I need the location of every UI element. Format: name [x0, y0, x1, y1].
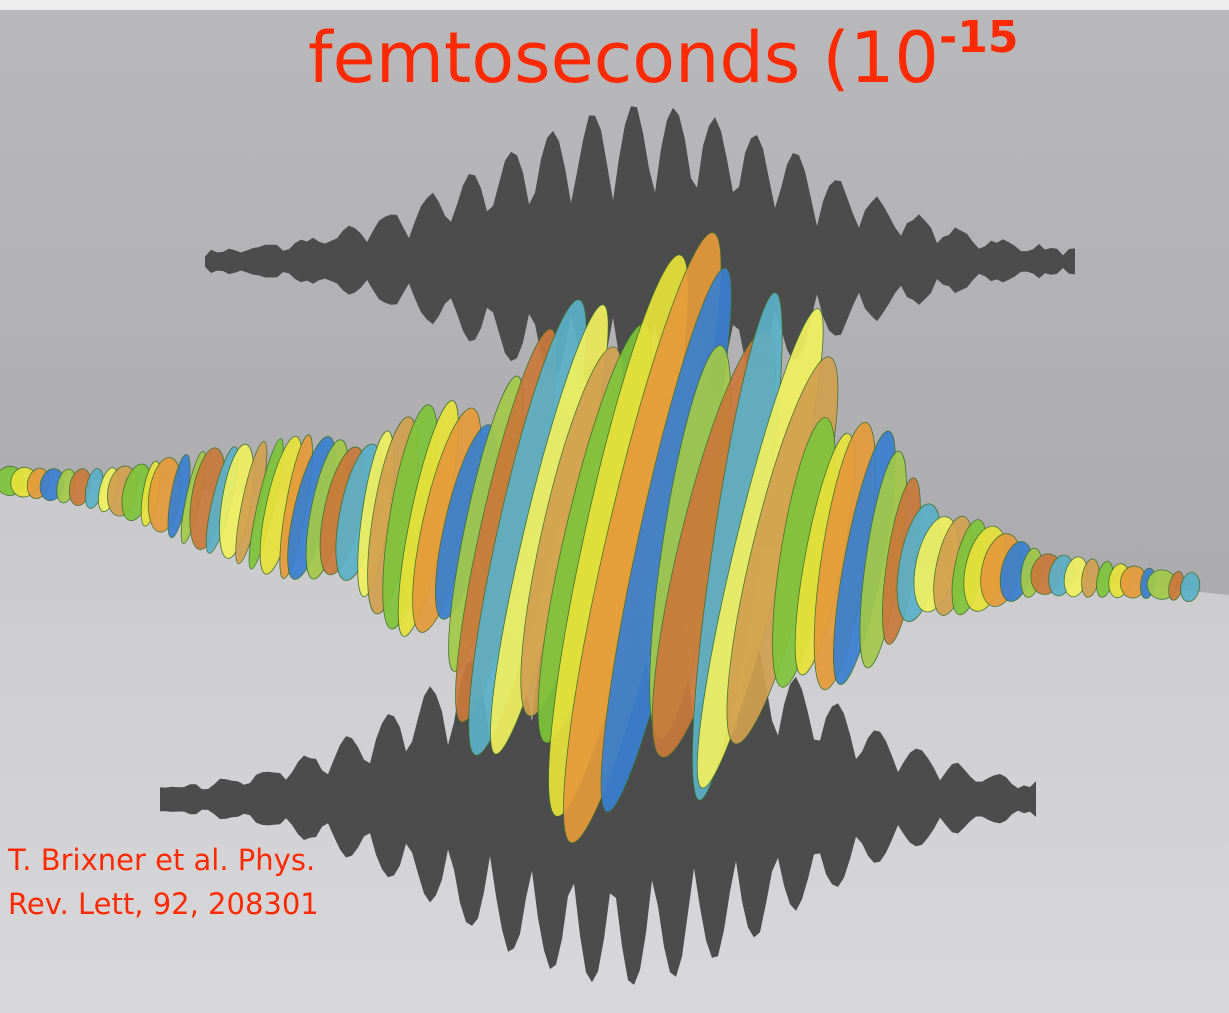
- title-superscript: -15: [939, 12, 1019, 63]
- citation-line: T. Brixner et al. Phys.: [7, 843, 315, 877]
- page: femtoseconds (10-15 T. Brixner et al. Ph…: [0, 0, 1229, 1013]
- top-strip: [0, 0, 1229, 10]
- title-text: femtoseconds (10: [308, 17, 939, 99]
- title: femtoseconds (10-15: [308, 12, 1018, 99]
- citation-line: Rev. Lett, 92, 208301: [8, 887, 319, 921]
- pulse-image: femtoseconds (10-15 T. Brixner et al. Ph…: [0, 0, 1229, 1013]
